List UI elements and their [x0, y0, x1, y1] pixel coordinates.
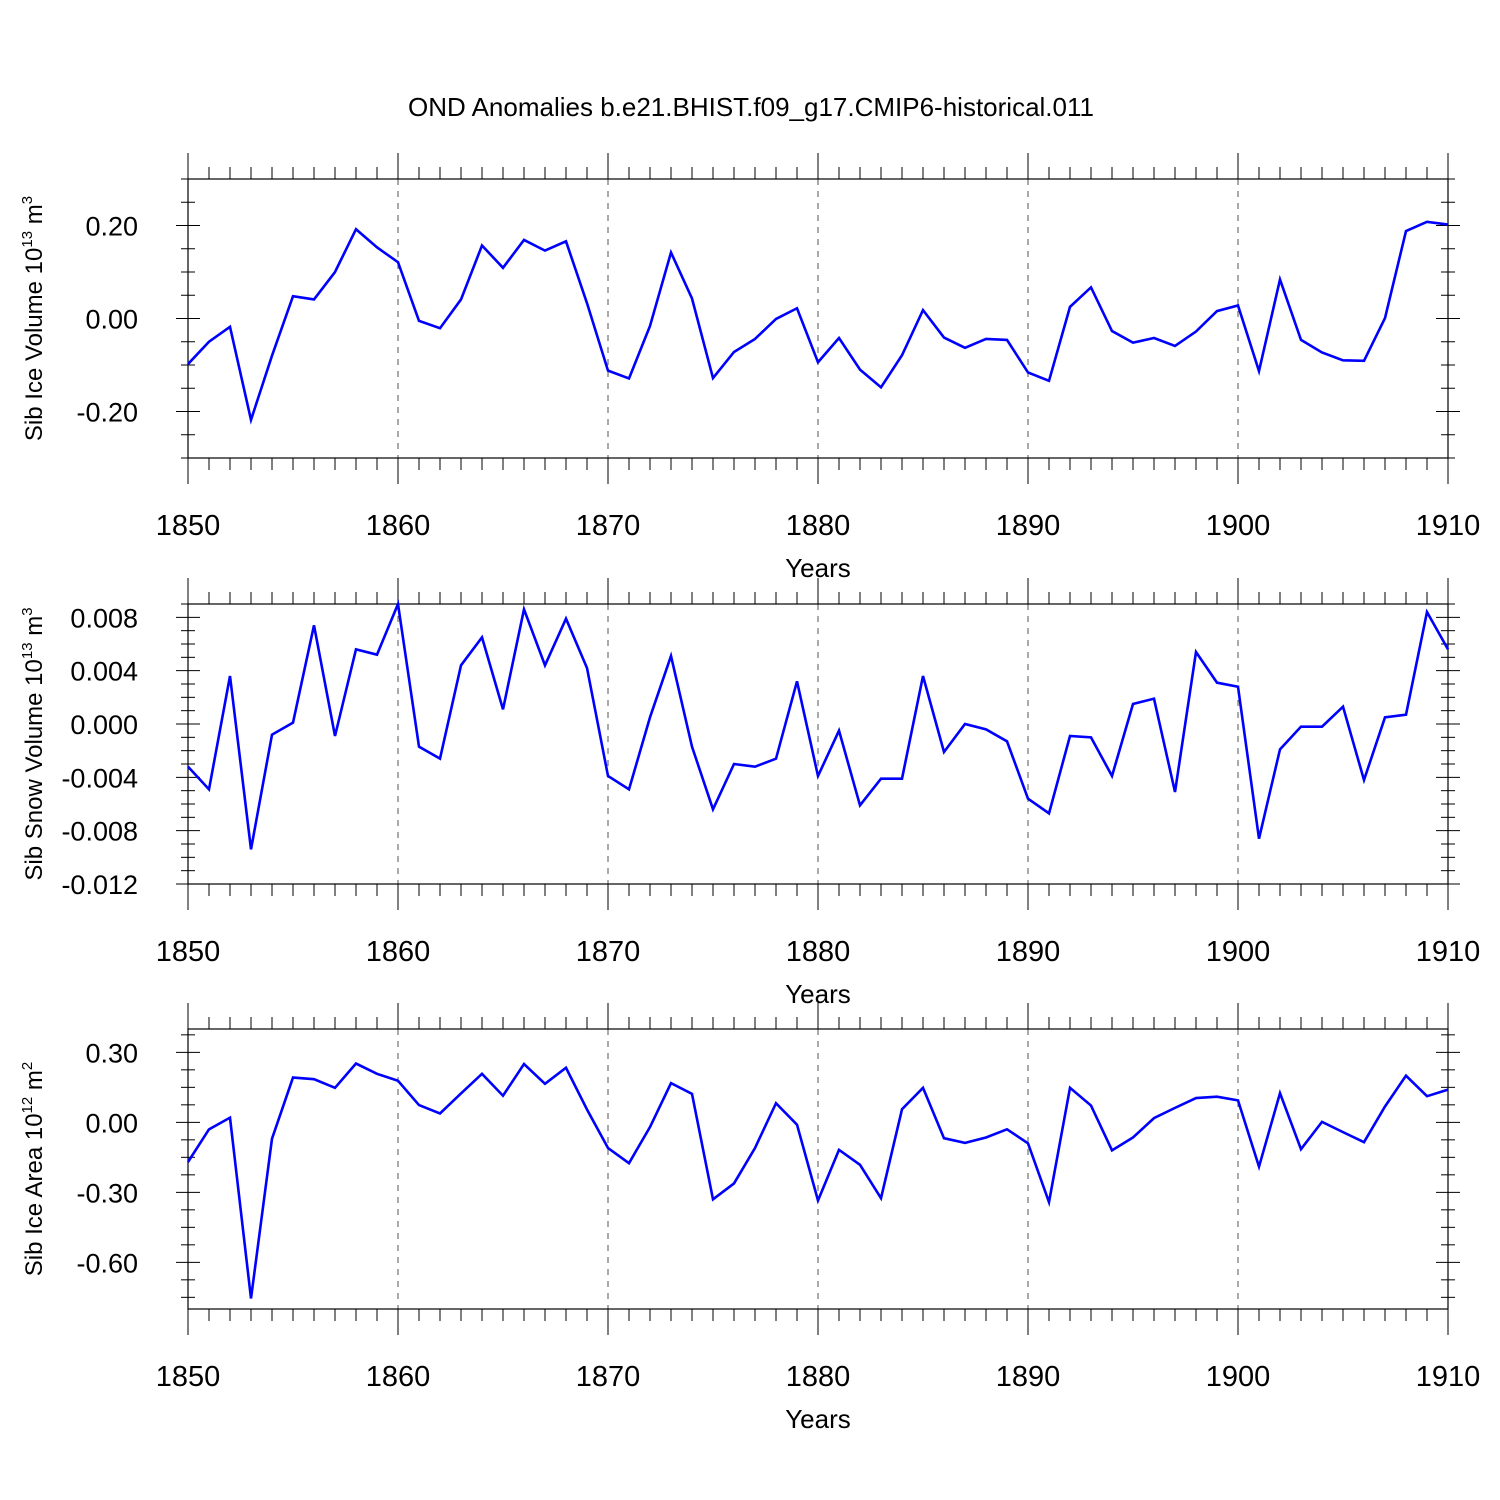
series-line-ice-volume [187, 220, 1449, 425]
x-tick-label: 1850 [156, 510, 221, 542]
y-tick-label: -0.20 [76, 398, 138, 428]
y-axis-label: Sib Ice Area 1012 m2 [19, 1062, 48, 1276]
x-tick-label: 1910 [1416, 936, 1481, 968]
x-tick-label: 1910 [1416, 1361, 1481, 1393]
y-axis-label-exp: 13 [19, 642, 36, 659]
y-axis-label-exp: 13 [19, 231, 36, 248]
x-tick-label: 1870 [576, 936, 641, 968]
y-tick-label: -0.60 [76, 1248, 138, 1278]
y-axis-label-exp: 12 [19, 1097, 36, 1114]
panel-snow-volume: 1850 1860 1870 1880 1890 1900 1910 0.0080.0040… [19, 578, 1480, 1009]
y-tick-label: 0.000 [70, 710, 138, 740]
x-tick-label: 1900 [1206, 1361, 1271, 1393]
x-tick-labels: 1850 1860 1870 1880 1890 1900 1910 [156, 510, 1481, 542]
plot-frame [187, 178, 1449, 459]
series-line-ice-area [186, 1061, 1449, 1299]
x-tick-label: 1900 [1206, 936, 1271, 968]
x-tick-label: 1880 [786, 510, 851, 542]
y-tick-label: 0.30 [85, 1038, 138, 1068]
y-tick-label: -0.008 [61, 817, 138, 847]
y-tick-labels: 0.008 0.004 0.000 -0.004 -0.008 -0.012 [61, 603, 138, 900]
y-tick-label: -0.30 [76, 1178, 138, 1208]
series-line-snow-volume [187, 599, 1450, 850]
x-tick-labels: 1850 1860 1870 1880 1890 1900 1910 [156, 936, 1481, 968]
x-tick-label: 1880 [786, 1361, 851, 1393]
x-tick-label: 1850 [156, 936, 221, 968]
y-tick-label: 0.004 [70, 657, 138, 687]
x-tick-label: 1860 [366, 1361, 431, 1393]
x-tick-label: 1890 [996, 1361, 1061, 1393]
y-axis-label: Sib Ice Volume 1013 m3 [19, 196, 48, 441]
y-axis-label-text: Sib Ice Area 10 [21, 1113, 48, 1276]
y-axis-label-text: Sib Snow Volume 10 [21, 659, 48, 880]
y-axis-label-unit-exp: 3 [19, 196, 36, 204]
x-tick-label: 1880 [786, 936, 851, 968]
panel-ticks [176, 578, 1460, 910]
y-axis-label-unit: m [21, 616, 48, 643]
panel-grid [397, 604, 1239, 884]
plot-frame [187, 603, 1449, 885]
panel-ice-area: 1850 1860 1870 1880 1890 1900 1910 0.30 0.00 -0.… [19, 1003, 1480, 1434]
x-axis-label: Years [785, 1404, 851, 1434]
y-axis-label-unit-exp: 3 [19, 607, 36, 615]
figure-title: OND Anomalies b.e21.BHIST.f09_g17.CMIP6-… [408, 92, 1094, 122]
panel-ice-volume: 1850 1860 1870 1880 1890 1900 1910 0.20 0.00 -0.… [19, 153, 1480, 583]
y-axis-label-unit-exp: 2 [19, 1062, 36, 1070]
y-tick-label: -0.004 [61, 763, 138, 793]
y-tick-label: 0.008 [70, 603, 138, 633]
y-tick-labels: 0.20 0.00 -0.20 [76, 212, 138, 428]
y-tick-label: -0.012 [61, 870, 138, 900]
panel-grid [397, 1029, 1239, 1309]
y-axis-label-text: Sib Ice Volume 10 [21, 248, 48, 441]
y-axis-label-unit: m [21, 204, 48, 231]
y-axis-label: Sib Snow Volume 1013 m3 [19, 607, 48, 880]
y-tick-label: 0.00 [85, 1108, 138, 1138]
x-tick-labels: 1850 1860 1870 1880 1890 1900 1910 [156, 1361, 1481, 1393]
x-tick-label: 1870 [576, 510, 641, 542]
x-tick-label: 1900 [1206, 510, 1271, 542]
panel-grid [397, 179, 1239, 458]
y-tick-label: 0.00 [85, 305, 138, 335]
plot-frame [187, 1028, 1449, 1310]
x-tick-label: 1890 [996, 510, 1061, 542]
x-tick-label: 1850 [156, 1361, 221, 1393]
x-tick-label: 1870 [576, 1361, 641, 1393]
x-tick-label: 1860 [366, 510, 431, 542]
x-tick-label: 1910 [1416, 510, 1481, 542]
x-tick-label: 1860 [366, 936, 431, 968]
y-tick-labels: 0.30 0.00 -0.30 -0.60 [76, 1038, 138, 1278]
panel-ticks [176, 1003, 1460, 1335]
x-tick-label: 1890 [996, 936, 1061, 968]
y-axis-label-unit: m [21, 1070, 48, 1097]
y-tick-label: 0.20 [85, 212, 138, 242]
